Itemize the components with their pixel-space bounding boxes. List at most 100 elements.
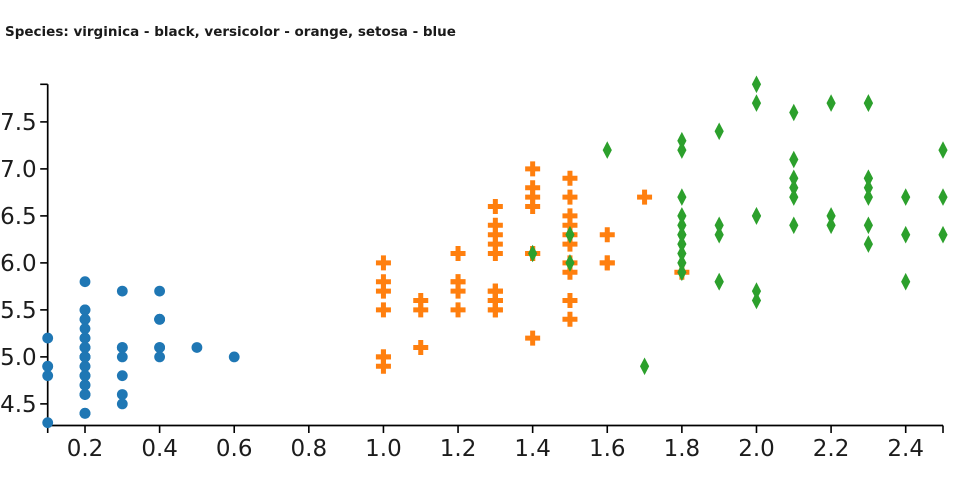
y-tick-label: 5.0 [0,345,37,371]
data-point-versicolor [375,302,391,318]
data-point-setosa [42,417,54,429]
data-point-virginica [677,263,687,282]
data-point-versicolor [375,274,391,290]
data-point-versicolor [487,236,503,252]
data-point-virginica [677,131,687,150]
data-point-versicolor [562,264,578,280]
data-point-virginica [677,235,687,253]
data-point-virginica [751,94,762,112]
data-point-versicolor [525,330,541,346]
data-point-virginica [826,216,836,235]
y-tick-label: 6.5 [0,204,37,230]
data-point-virginica [938,141,948,159]
data-point-versicolor [525,189,541,205]
x-tick-label: 1.4 [514,436,551,462]
data-point-virginica [789,188,799,206]
data-point-versicolor [637,189,653,205]
data-point-versicolor [487,227,503,243]
data-point-virginica [677,225,687,244]
data-point-virginica [751,282,762,300]
data-point-virginica [677,244,687,263]
x-tick-label: 2.0 [738,436,775,462]
data-point-versicolor [487,283,503,299]
data-point-versicolor [487,302,503,318]
data-point-virginica [789,150,799,169]
data-point-virginica [677,254,687,272]
data-point-setosa [42,332,54,344]
data-point-virginica [677,207,687,225]
data-point-virginica [751,207,762,225]
data-point-virginica [714,122,724,141]
data-point-virginica [826,207,836,225]
data-point-setosa [79,313,91,325]
data-point-virginica [863,216,873,235]
data-point-versicolor [599,227,615,243]
x-tick-label: 0.6 [216,436,253,462]
chart-title: Species: virginica - black, versicolor -… [5,24,456,40]
data-point-virginica [789,178,799,197]
data-point-setosa [79,379,91,391]
data-point-virginica [826,94,836,112]
x-tick-label: 0.8 [291,436,328,462]
data-point-versicolor [487,198,503,214]
data-point-versicolor [450,274,466,290]
data-point-setosa [154,351,166,363]
data-point-virginica [714,225,724,244]
data-point-setosa [79,370,91,382]
data-point-versicolor [562,217,578,233]
data-point-virginica [901,225,911,244]
data-point-setosa [79,276,91,288]
data-point-versicolor [562,170,578,186]
data-point-virginica [863,235,873,253]
data-point-versicolor [450,283,466,299]
data-point-versicolor [413,292,429,308]
x-tick-label: 0.2 [67,436,104,462]
data-point-versicolor [375,283,391,299]
data-point-virginica [901,272,911,291]
data-point-setosa [79,323,91,335]
data-point-versicolor [562,311,578,327]
data-point-virginica [863,169,873,188]
data-point-versicolor [525,180,541,196]
y-tick-label: 7.0 [0,157,37,183]
data-point-virginica [863,178,873,197]
data-point-versicolor [487,217,503,233]
data-point-virginica [677,188,687,206]
data-point-versicolor [375,255,391,271]
data-point-versicolor [413,302,429,318]
x-tick-label: 1.2 [440,436,477,462]
data-point-setosa [154,342,166,353]
y-tick-label: 6.0 [0,251,37,277]
data-point-versicolor [450,245,466,261]
x-tick-label: 1.0 [365,436,402,462]
data-point-virginica [751,75,762,94]
data-point-versicolor [413,339,429,355]
data-point-setosa [79,304,91,316]
data-point-versicolor [375,358,391,374]
data-point-setosa [116,389,128,400]
data-point-setosa [154,285,166,297]
x-tick-label: 1.6 [589,436,626,462]
y-tick-label: 4.5 [0,392,37,418]
data-point-virginica [677,141,687,159]
data-point-setosa [228,351,240,363]
data-point-versicolor [562,292,578,308]
data-point-setosa [116,285,128,297]
data-point-setosa [191,342,203,353]
data-point-versicolor [525,161,541,177]
data-point-virginica [677,216,687,235]
data-point-setosa [79,389,91,400]
data-point-setosa [154,313,166,325]
x-tick-label: 2.4 [887,436,924,462]
data-point-versicolor [487,245,503,261]
data-point-setosa [116,398,128,410]
data-point-setosa [79,342,91,353]
data-point-virginica [789,169,799,188]
data-point-versicolor [562,208,578,224]
y-tick-label: 5.5 [0,298,37,324]
data-point-versicolor [487,292,503,308]
data-point-virginica [714,272,724,291]
data-point-virginica [528,244,538,263]
